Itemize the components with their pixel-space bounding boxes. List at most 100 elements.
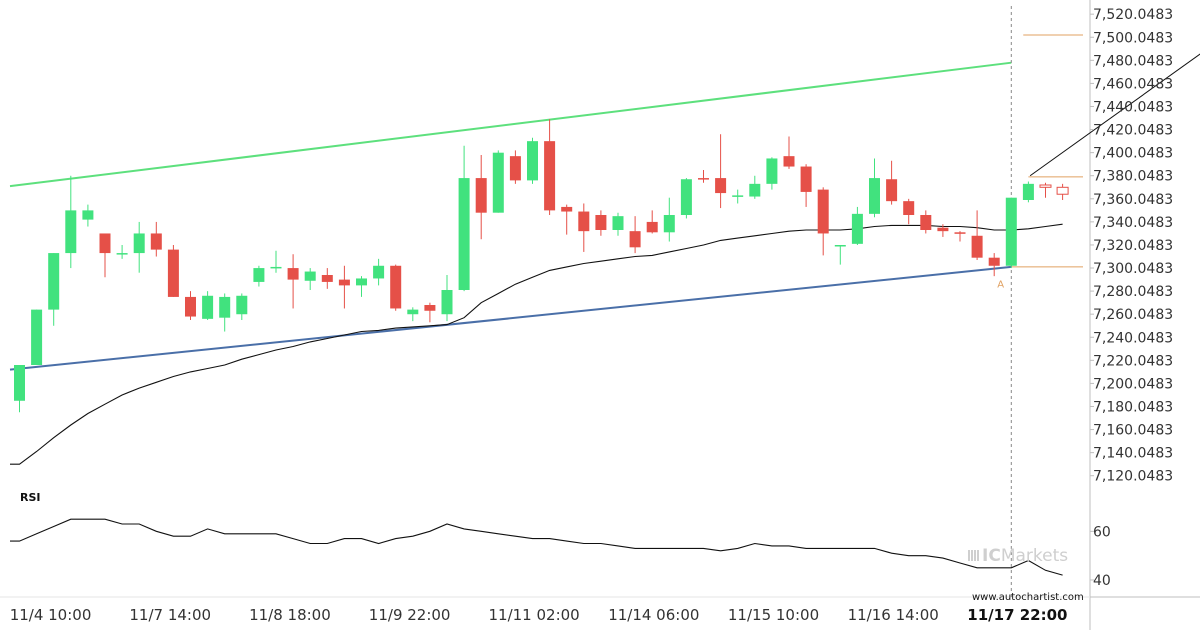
candle-body	[869, 178, 880, 214]
candle-body	[407, 309, 419, 315]
candle-body	[732, 195, 744, 197]
price-tick-label: 7,500.0483	[1093, 30, 1173, 46]
price-tick-label: 7,240.0483	[1093, 330, 1173, 346]
candle-body	[373, 265, 385, 279]
time-axis-labels: 11/4 10:00 11/7 14:00 11/8 18:00 11/9 22:00…	[10, 606, 1068, 624]
candle-body	[783, 156, 795, 167]
candles-group	[14, 119, 1069, 413]
time-tick-label: 11/14 06:00	[608, 606, 699, 624]
candle-body	[14, 365, 25, 401]
candle-body	[715, 178, 727, 194]
candle-body	[185, 296, 196, 317]
candle-body	[544, 141, 556, 211]
price-tick-label: 7,220.0483	[1093, 353, 1173, 369]
candle-body	[629, 231, 641, 248]
price-tick-label: 7,360.0483	[1093, 192, 1173, 208]
candle-body	[663, 215, 675, 233]
price-tick-label: 7,260.0483	[1093, 307, 1173, 323]
candle-body	[595, 215, 607, 230]
rsi-tick-label: 60	[1093, 524, 1111, 540]
candle-body	[219, 296, 231, 318]
price-axis-labels: 7,520.0483 7,500.0483 7,480.0483 7,460.0483…	[1090, 7, 1173, 485]
price-tick-label: 7,280.0483	[1093, 284, 1173, 300]
candle-body	[356, 278, 367, 286]
candle-body	[954, 232, 966, 234]
candle-body	[646, 221, 658, 233]
time-tick-label: 11/4 10:00	[10, 606, 92, 624]
candle-body	[390, 265, 402, 309]
price-tick-label: 7,120.0483	[1093, 469, 1173, 485]
candle-body	[766, 158, 778, 184]
price-tick-label: 7,300.0483	[1093, 261, 1173, 277]
candle-body	[150, 233, 162, 250]
candle-body	[304, 271, 316, 281]
candle-body	[578, 211, 590, 232]
time-tick-label: 11/16 14:00	[848, 606, 939, 624]
price-tick-label: 7,140.0483	[1093, 446, 1173, 462]
candle-body	[458, 178, 470, 290]
candle-body	[492, 152, 504, 213]
candle-body	[1056, 186, 1069, 195]
source-website: www.autochartist.com	[972, 592, 1084, 603]
candle-body	[988, 257, 1000, 266]
brand-name-ic: IC	[982, 546, 1001, 566]
pattern-point-label: A	[997, 280, 1004, 291]
candle-body	[99, 233, 111, 254]
candle-body	[270, 266, 282, 269]
candle-body	[834, 245, 846, 247]
candle-body	[236, 295, 248, 315]
logo-mark-icon	[968, 550, 979, 561]
candle-body	[886, 179, 898, 202]
candle-body	[424, 305, 436, 311]
price-tick-label: 7,480.0483	[1093, 53, 1173, 69]
time-tick-label: 11/8 18:00	[249, 606, 331, 624]
candle-body	[253, 268, 265, 282]
price-tick-label: 7,180.0483	[1093, 399, 1173, 415]
candle-body	[971, 235, 983, 258]
candle-body	[65, 210, 77, 254]
candle-body	[1005, 197, 1017, 266]
price-tick-label: 7,400.0483	[1093, 146, 1173, 162]
price-tick-label: 7,440.0483	[1093, 99, 1173, 115]
candle-body	[1039, 184, 1052, 188]
moving-average-line	[10, 223, 1063, 465]
candle-body	[851, 213, 863, 244]
candle-body	[903, 201, 915, 215]
price-tick-label: 7,340.0483	[1093, 215, 1173, 231]
candle-body	[116, 253, 128, 255]
lower-trendline	[9, 265, 1012, 371]
candle-body	[321, 275, 333, 282]
candle-body	[167, 249, 179, 297]
upper-trendline	[9, 61, 1012, 188]
price-tick-label: 7,460.0483	[1093, 76, 1173, 92]
time-tick-label: 11/11 02:00	[489, 606, 580, 624]
candle-body	[82, 210, 94, 220]
candle-body	[287, 268, 299, 280]
price-tick-label: 7,200.0483	[1093, 376, 1173, 392]
candle-body	[48, 253, 60, 310]
candle-body	[817, 189, 829, 234]
candle-body	[561, 206, 573, 212]
candle-body	[475, 178, 487, 213]
price-tick-label: 7,380.0483	[1093, 169, 1173, 185]
candle-body	[509, 156, 521, 181]
candle-body	[920, 215, 932, 230]
candle-body	[202, 295, 214, 319]
time-tick-label: 11/15 10:00	[728, 606, 819, 624]
price-tick-label: 7,420.0483	[1093, 123, 1173, 139]
candle-body	[133, 233, 145, 254]
time-tick-label: 11/17 22:00	[967, 606, 1067, 624]
price-tick-label: 7,160.0483	[1093, 423, 1173, 439]
projection-arrow-line	[1029, 53, 1200, 177]
icmarkets-logo: ICMarkets	[968, 546, 1068, 566]
rsi-tick-label: 40	[1093, 573, 1111, 589]
price-tick-label: 7,520.0483	[1093, 7, 1173, 23]
rsi-line	[10, 518, 1063, 576]
time-tick-label: 11/9 22:00	[369, 606, 451, 624]
rsi-label: RSI	[20, 491, 41, 504]
candle-body	[441, 290, 453, 315]
candle-body	[800, 166, 812, 192]
candle-body	[680, 179, 692, 215]
